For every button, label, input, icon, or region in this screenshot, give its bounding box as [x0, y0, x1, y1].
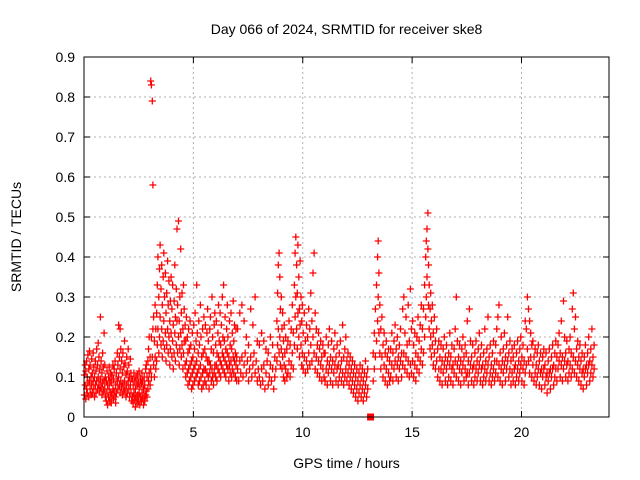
y-tick-label: 0.3: [56, 289, 76, 305]
x-tick-label: 0: [80, 424, 88, 440]
y-tick-label: 0.4: [56, 249, 76, 265]
x-tick-label: 20: [514, 424, 530, 440]
y-tick-label: 0.9: [56, 49, 76, 65]
y-tick-label: 0: [67, 409, 75, 425]
y-tick-label: 0.1: [56, 369, 76, 385]
x-tick-label: 10: [295, 424, 311, 440]
y-tick-label: 0.6: [56, 169, 76, 185]
x-tick-label: 15: [404, 424, 420, 440]
y-tick-label: 0.8: [56, 89, 76, 105]
y-tick-label: 0.2: [56, 329, 76, 345]
x-axis-label: GPS time / hours: [293, 455, 400, 471]
scatter-points: [80, 77, 598, 411]
plot-border: [83, 56, 610, 418]
y-tick-label: 0.5: [56, 209, 76, 225]
chart-title: Day 066 of 2024, SRMTID for receiver ske…: [210, 21, 483, 37]
x-tick-label: 5: [189, 424, 197, 440]
y-tick-label: 0.7: [56, 129, 76, 145]
